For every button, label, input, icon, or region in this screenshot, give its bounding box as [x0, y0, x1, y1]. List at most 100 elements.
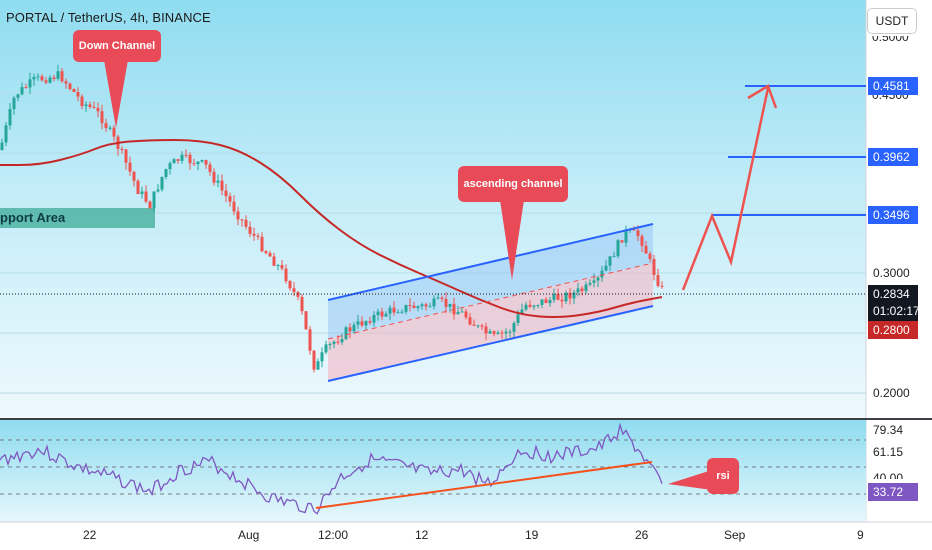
candle-body [292, 288, 296, 293]
candle-body [492, 331, 496, 334]
bar-countdown: 01:02:17 [873, 304, 920, 318]
target-price-tag-3: 0.3496 [868, 206, 918, 224]
candle-body [104, 123, 108, 128]
candle-body [92, 107, 96, 108]
candle-body [444, 298, 448, 307]
time-tick-12: 12 [415, 528, 429, 542]
ascending-channel-label: ascending channel [458, 166, 568, 202]
candle-body [392, 307, 396, 313]
candle-body [244, 219, 248, 227]
candle-body [160, 176, 164, 190]
rsi-trendline[interactable] [315, 461, 653, 509]
candle-body [420, 304, 424, 307]
candle-body [516, 314, 520, 323]
candle-body [652, 259, 656, 275]
candle-body [380, 311, 384, 317]
candle-body [20, 87, 24, 95]
rsi-current-tag: 33.72 [868, 483, 918, 501]
candle-body [28, 79, 32, 88]
candle-body [320, 352, 324, 362]
candle-body [572, 292, 576, 299]
candle-body [396, 312, 400, 314]
channel-lower-fill [328, 263, 653, 381]
forecast-arrowhead-icon [747, 84, 778, 109]
candle-body [368, 321, 372, 323]
candle-body [312, 350, 316, 370]
candle-body [172, 159, 176, 164]
candle-body [528, 304, 532, 307]
time-tick-aug: Aug [238, 528, 260, 542]
time-tick-1200: 12:00 [318, 528, 349, 542]
candle-body [272, 256, 276, 266]
rsi-line [0, 422, 663, 515]
candle-body [52, 77, 56, 79]
candle-body [552, 294, 556, 300]
price-tick-partial-top: 0.5000 [872, 30, 909, 44]
candle-body [220, 180, 224, 191]
candle-body [328, 344, 332, 345]
candle-body [436, 297, 440, 299]
candle-body [352, 324, 356, 332]
candle-body [520, 309, 524, 315]
candle-body [504, 331, 508, 334]
candle-body [536, 305, 540, 306]
support-area-label: pport Area [0, 210, 66, 225]
candle-body [300, 296, 304, 312]
time-axis-background [0, 522, 932, 550]
candle-body [232, 201, 236, 212]
candle-body [36, 76, 40, 78]
rsi-tick-upper: 79.34 [873, 423, 904, 437]
candle-body [112, 127, 116, 137]
candle-body [324, 344, 328, 353]
ascending-channel-pointer [500, 200, 524, 280]
candle-body [596, 277, 600, 281]
candle-body [468, 317, 472, 325]
candle-body [268, 253, 272, 257]
time-tick-22: 22 [83, 528, 97, 542]
candle-body [500, 332, 504, 334]
candle-body [156, 189, 160, 192]
time-tick-26: 26 [635, 528, 649, 542]
candle-body [204, 160, 208, 165]
target-price-tag-1: 0.4581 [868, 77, 918, 95]
candle-body [8, 109, 12, 126]
candle-body [412, 305, 416, 309]
candle-body [360, 321, 364, 326]
candle-body [64, 81, 68, 84]
candle-body [288, 281, 292, 289]
candle-body [316, 361, 320, 370]
price-tick-0-3: 0.3000 [873, 266, 910, 280]
channel-upper-line[interactable] [327, 223, 654, 301]
candle-body [532, 305, 536, 307]
forecast-path[interactable] [681, 87, 770, 291]
candle-body [40, 76, 44, 81]
candle-body [60, 71, 64, 82]
target-price-tag-2: 0.3962 [868, 148, 918, 166]
candle-body [432, 298, 436, 307]
candle-body [464, 311, 468, 318]
support-area-box [0, 208, 155, 228]
candle-body [32, 77, 36, 80]
candle-body [456, 312, 460, 315]
candle-body [372, 315, 376, 323]
candle-body [0, 142, 4, 150]
time-tick-9: 9 [857, 528, 864, 542]
candle-body [16, 94, 20, 98]
candle-body [644, 245, 648, 254]
channel-mid-line[interactable] [327, 262, 654, 340]
candle-body [648, 253, 652, 259]
candle-body [612, 256, 616, 258]
candle-body [488, 331, 492, 334]
candle-body [476, 325, 480, 327]
candle-body [48, 77, 52, 83]
candle-body [184, 154, 188, 156]
candle-body [96, 107, 100, 112]
currency-selector-button[interactable]: USDT [867, 8, 917, 34]
candle-body [144, 191, 148, 202]
candle-body [624, 229, 628, 243]
rsi-tick-mid: 61.15 [873, 445, 904, 459]
candle-body [568, 292, 572, 299]
channel-lower-line[interactable] [327, 305, 654, 382]
